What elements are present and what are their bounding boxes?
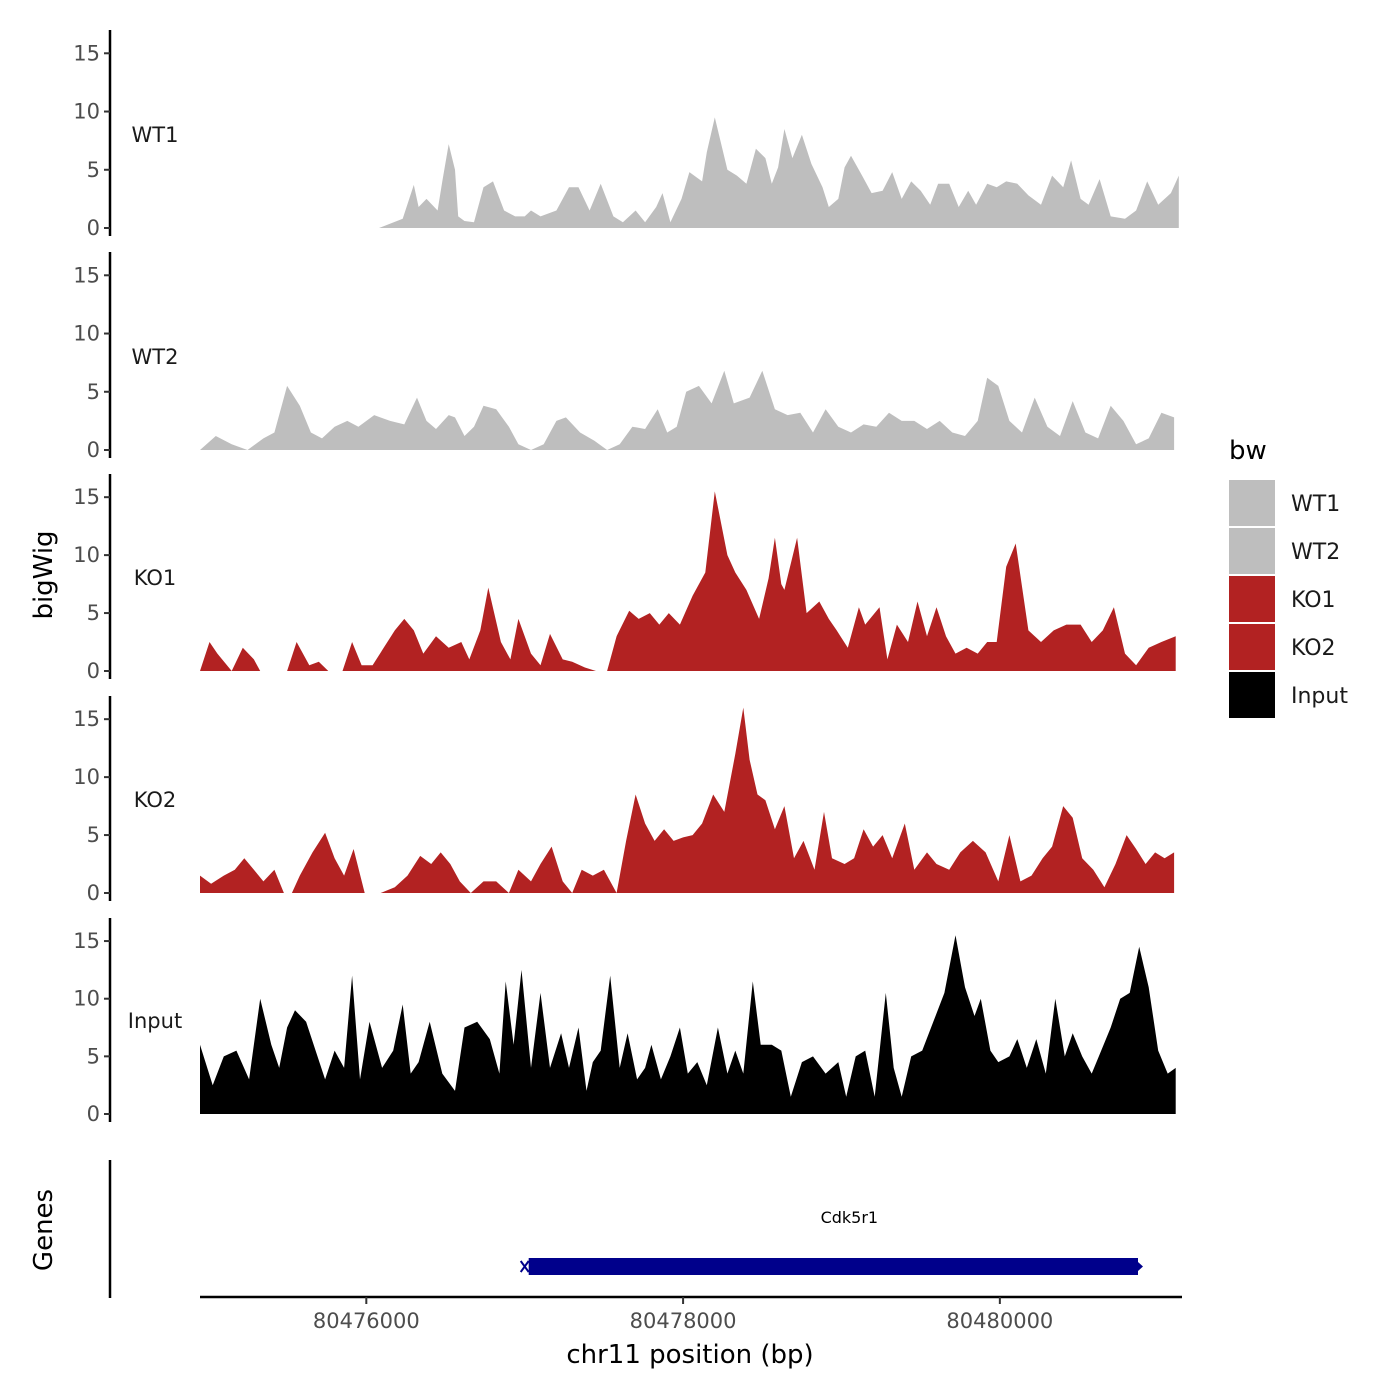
y-tick-label: 5	[87, 380, 100, 404]
gene-label: Cdk5r1	[821, 1208, 879, 1227]
signal-tracks: 0 5 10 15 WT1 0 5 10 15 WT2 0 5 10 15 KO1 0 5 10 15 KO2 0 5 10…	[73, 30, 1179, 1126]
y-tick-label: 15	[73, 485, 100, 509]
track-input: 0 5 10 15 Input	[73, 918, 1176, 1126]
y-tick-label: 5	[87, 158, 100, 182]
signal-area-wt1	[379, 117, 1179, 228]
y-tick-label: 10	[73, 322, 100, 346]
x-axis-title: chr11 position (bp)	[566, 1340, 813, 1370]
y-tick-label: 10	[73, 765, 100, 789]
y-tick-label: 10	[73, 987, 100, 1011]
x-tick-label: 80480000	[946, 1309, 1053, 1333]
y-tick-label: 15	[73, 41, 100, 65]
track-label: KO2	[134, 788, 177, 812]
track-ko1: 0 5 10 15 KO1	[73, 474, 1176, 683]
track-wt1: 0 5 10 15 WT1	[73, 30, 1179, 240]
track-label: KO1	[134, 566, 177, 590]
track-wt2: 0 5 10 15 WT2	[73, 252, 1175, 462]
legend-label: WT2	[1291, 540, 1340, 565]
legend-label: KO2	[1291, 636, 1336, 661]
y-tick-label: 0	[87, 216, 100, 240]
y-tick-label: 0	[87, 438, 100, 462]
track-label: WT1	[132, 123, 179, 147]
signal-area-wt2	[200, 370, 1175, 450]
track-label: WT2	[132, 345, 179, 369]
y-tick-label: 0	[87, 881, 100, 905]
y-tick-label: 15	[73, 263, 100, 287]
legend-item-wt1: WT1	[1229, 480, 1340, 526]
gene-start-marker	[519, 1260, 530, 1273]
track-ko2: 0 5 10 15 KO2	[73, 696, 1175, 905]
legend-label: Input	[1291, 684, 1348, 709]
x-tick-label: 80476000	[313, 1309, 420, 1333]
legend-title: bw	[1229, 436, 1267, 466]
legend-swatch	[1229, 480, 1275, 526]
legend-swatch	[1229, 528, 1275, 574]
legend-label: WT1	[1291, 492, 1340, 517]
y-tick-label: 10	[73, 543, 100, 567]
genes-track: Cdk5r1	[108, 1160, 1143, 1298]
y-axis-title: bigWig	[29, 530, 59, 619]
gene-cdk5r1: Cdk5r1	[519, 1208, 1143, 1275]
signal-area-input	[200, 935, 1176, 1114]
legend-swatch	[1229, 624, 1275, 670]
x-tick-label: 80478000	[630, 1309, 737, 1333]
track-label: Input	[128, 1009, 182, 1033]
gene-end-marker	[1138, 1262, 1143, 1271]
y-tick-label: 5	[87, 823, 100, 847]
signal-area-ko1	[200, 491, 1176, 671]
legend-item-wt2: WT2	[1229, 528, 1340, 574]
y-tick-label: 15	[73, 929, 100, 953]
y-tick-label: 5	[87, 1044, 100, 1068]
legend-label: KO1	[1291, 588, 1336, 613]
legend-swatch	[1229, 576, 1275, 622]
y-tick-label: 0	[87, 659, 100, 683]
y-tick-label: 10	[73, 100, 100, 124]
legend-swatch	[1229, 672, 1275, 718]
legend-item-ko2: KO2	[1229, 624, 1336, 670]
y-tick-label: 5	[87, 601, 100, 625]
legend: bw WT1 WT2 KO1 KO2 Input	[1229, 436, 1348, 718]
signal-area-ko2	[200, 707, 1175, 893]
y-tick-label: 0	[87, 1102, 100, 1126]
legend-item-input: Input	[1229, 672, 1348, 718]
legend-item-ko1: KO1	[1229, 576, 1336, 622]
x-axis: 80476000 80478000 80480000	[200, 1295, 1182, 1333]
gene-body	[528, 1258, 1138, 1275]
genes-axis-title: Genes	[29, 1189, 59, 1271]
y-tick-label: 15	[73, 707, 100, 731]
